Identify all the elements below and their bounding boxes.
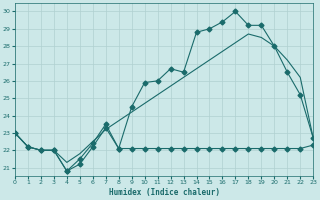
X-axis label: Humidex (Indice chaleur): Humidex (Indice chaleur): [108, 188, 220, 197]
